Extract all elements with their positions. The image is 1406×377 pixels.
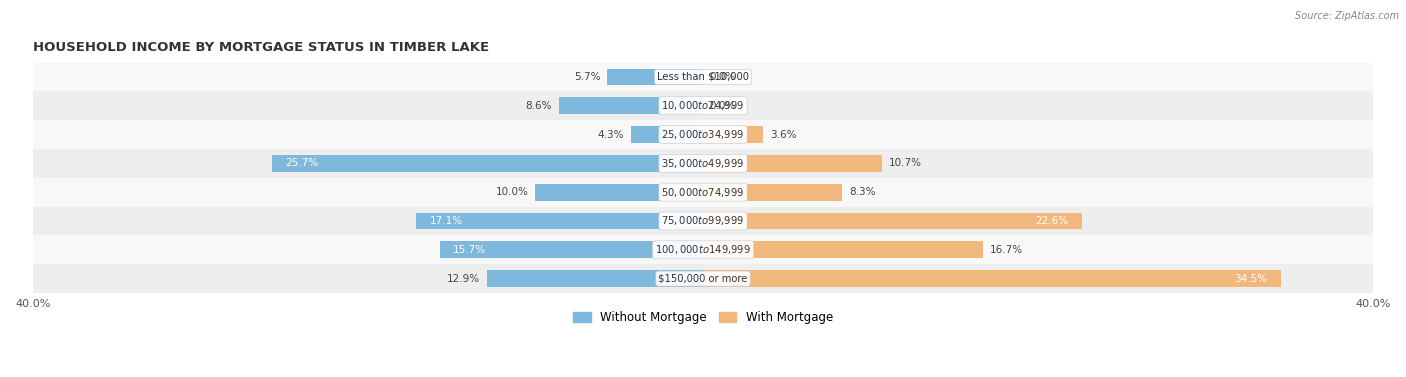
- Bar: [32, 264, 1374, 293]
- Text: 34.5%: 34.5%: [1234, 274, 1268, 284]
- Text: 12.9%: 12.9%: [447, 274, 479, 284]
- Text: 8.3%: 8.3%: [849, 187, 876, 197]
- Text: HOUSEHOLD INCOME BY MORTGAGE STATUS IN TIMBER LAKE: HOUSEHOLD INCOME BY MORTGAGE STATUS IN T…: [32, 41, 489, 54]
- Text: $10,000 to $24,999: $10,000 to $24,999: [661, 99, 745, 112]
- Bar: [607, 69, 703, 85]
- Bar: [536, 184, 703, 201]
- Bar: [558, 97, 703, 114]
- Text: Less than $10,000: Less than $10,000: [657, 72, 749, 82]
- Text: $35,000 to $49,999: $35,000 to $49,999: [661, 157, 745, 170]
- Bar: [32, 235, 1374, 264]
- Text: $25,000 to $34,999: $25,000 to $34,999: [661, 128, 745, 141]
- Bar: [703, 155, 883, 172]
- Bar: [32, 207, 1374, 235]
- Text: 17.1%: 17.1%: [430, 216, 463, 226]
- Bar: [32, 120, 1374, 149]
- Bar: [32, 63, 1374, 91]
- Text: 4.3%: 4.3%: [598, 130, 624, 139]
- Text: 0.0%: 0.0%: [710, 101, 735, 111]
- Bar: [486, 270, 703, 287]
- Text: 16.7%: 16.7%: [990, 245, 1022, 255]
- Bar: [703, 213, 1081, 229]
- Text: 8.6%: 8.6%: [526, 101, 553, 111]
- Text: 15.7%: 15.7%: [453, 245, 486, 255]
- Text: 10.0%: 10.0%: [496, 187, 529, 197]
- Bar: [703, 126, 763, 143]
- Text: 5.7%: 5.7%: [574, 72, 600, 82]
- Bar: [703, 184, 842, 201]
- Text: 0.0%: 0.0%: [710, 72, 735, 82]
- Text: 3.6%: 3.6%: [770, 130, 797, 139]
- Text: 22.6%: 22.6%: [1035, 216, 1069, 226]
- Bar: [440, 241, 703, 258]
- Bar: [631, 126, 703, 143]
- Text: $150,000 or more: $150,000 or more: [658, 274, 748, 284]
- Text: $50,000 to $74,999: $50,000 to $74,999: [661, 186, 745, 199]
- Bar: [703, 241, 983, 258]
- Bar: [32, 91, 1374, 120]
- Bar: [32, 149, 1374, 178]
- Text: 10.7%: 10.7%: [889, 158, 922, 169]
- Text: $100,000 to $149,999: $100,000 to $149,999: [655, 243, 751, 256]
- Bar: [416, 213, 703, 229]
- Legend: Without Mortgage, With Mortgage: Without Mortgage, With Mortgage: [568, 306, 838, 329]
- Bar: [273, 155, 703, 172]
- Bar: [32, 178, 1374, 207]
- Text: $75,000 to $99,999: $75,000 to $99,999: [661, 215, 745, 227]
- Text: 25.7%: 25.7%: [285, 158, 319, 169]
- Bar: [703, 270, 1281, 287]
- Text: Source: ZipAtlas.com: Source: ZipAtlas.com: [1295, 11, 1399, 21]
